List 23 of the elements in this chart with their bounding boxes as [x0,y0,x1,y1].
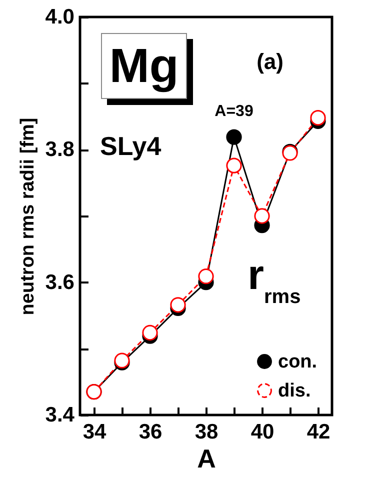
point [254,208,270,224]
annotation: A=39 [214,103,254,120]
y-tick-label: 3.6 [45,270,74,294]
y-tick-label: 4.0 [45,6,74,28]
point [170,297,186,313]
x-tick-label: 40 [250,420,274,444]
point [198,268,214,284]
y-tick-label: 3.8 [45,138,75,162]
annotation: (a) [256,49,284,74]
y-tick-label: 3.4 [45,404,75,426]
annotation: SLy4 [100,131,162,161]
x-tick-label: 42 [306,420,330,444]
annotation: Mg [101,33,187,99]
point [142,324,158,341]
x-tick-label: 36 [138,420,162,444]
legend-label: dis. [278,380,311,402]
x-axis-title: A [197,444,216,474]
legend-label: con. [278,352,318,372]
point [226,129,242,145]
point [310,110,326,126]
x-tick-label: 34 [82,420,106,444]
y-axis-title: neutron rms radii [fm] [17,118,38,316]
x-tick-label: 38 [194,420,218,444]
